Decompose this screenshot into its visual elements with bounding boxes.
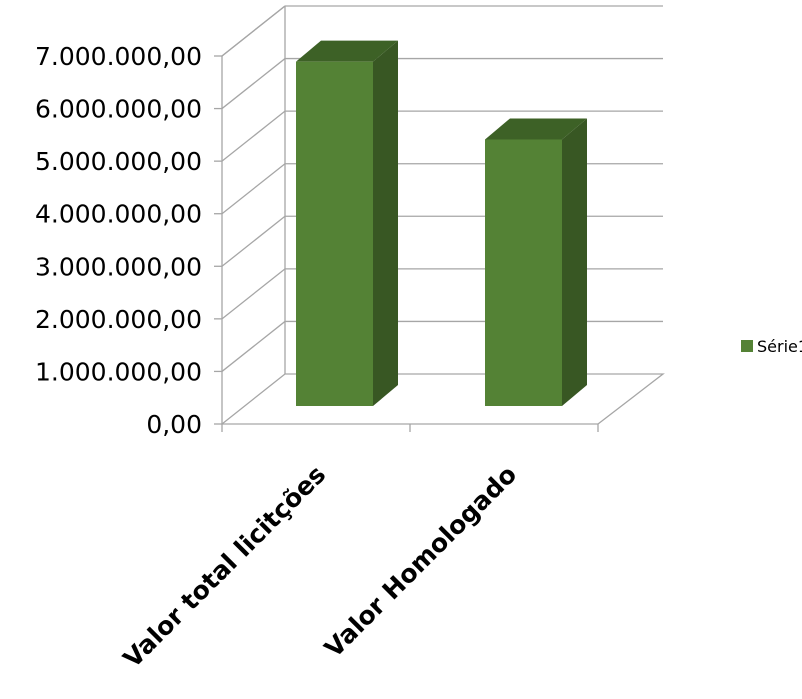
x-category-label: Valor Homologado <box>319 460 522 663</box>
chart-walls <box>221 5 665 425</box>
bar-front-face <box>296 61 373 407</box>
bar-top-face <box>485 118 587 140</box>
y-tick-label: 1.000.000,00 <box>35 357 202 386</box>
y-tick-label: 6.000.000,00 <box>35 95 202 124</box>
floor-outline <box>221 373 665 425</box>
bar-valor-total-licitcoes <box>296 40 398 407</box>
gridline-diagonal <box>221 320 286 372</box>
bar-side-face <box>562 118 587 406</box>
gridline-diagonal <box>221 268 286 320</box>
y-tick-label: 4.000.000,00 <box>35 200 202 229</box>
gridline-diagonal <box>221 5 286 57</box>
y-tick-label: 2.000.000,00 <box>35 305 202 334</box>
legend-swatch-serie1 <box>741 340 753 352</box>
y-tick-label: 0,00 <box>146 410 202 439</box>
bar-front-face <box>485 139 562 406</box>
axes <box>214 55 599 432</box>
gridlines <box>221 5 663 372</box>
gridline-diagonal <box>221 215 286 267</box>
legend: Série1 <box>741 337 802 356</box>
gridline-diagonal <box>221 163 286 215</box>
y-tick-label: 3.000.000,00 <box>35 252 202 281</box>
y-tick-label: 5.000.000,00 <box>35 147 202 176</box>
bar-side-face <box>373 40 398 407</box>
gridline-diagonal <box>221 58 286 110</box>
x-category-label: Valor total licitções <box>118 460 332 674</box>
y-tick-label: 7.000.000,00 <box>35 42 202 71</box>
bar-top-face <box>296 40 398 62</box>
bars <box>296 40 587 407</box>
gridline-diagonal <box>221 110 286 162</box>
bar-valor-homologado <box>485 118 587 406</box>
y-axis-tick-labels: 0,00 1.000.000,00 2.000.000,00 3.000.000,00… <box>35 42 202 439</box>
legend-label-serie1: Série1 <box>757 337 802 356</box>
